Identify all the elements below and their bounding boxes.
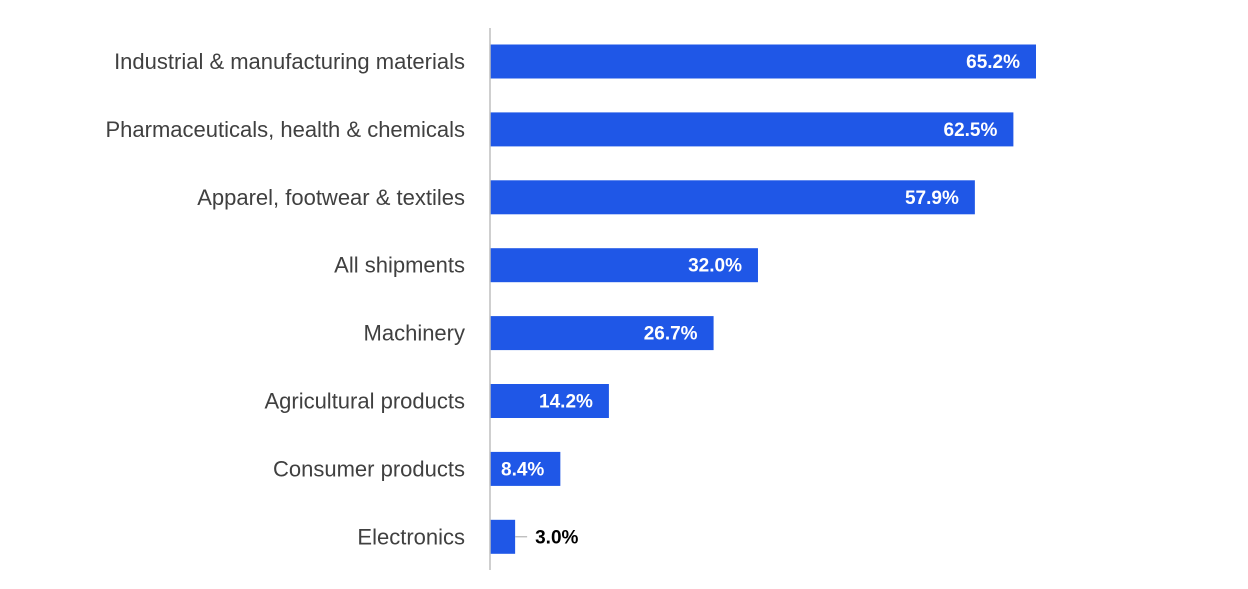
bar [490, 112, 1014, 147]
bar [490, 180, 975, 215]
bar [490, 519, 516, 554]
data-label: 62.5% [944, 120, 998, 141]
data-label: 26.7% [644, 324, 698, 345]
category-label: Machinery [364, 321, 465, 346]
bar [490, 248, 758, 283]
bar [490, 44, 1036, 79]
category-label: Consumer products [273, 456, 465, 481]
data-label: 57.9% [905, 188, 959, 209]
category-label: Pharmaceuticals, health & chemicals [106, 117, 466, 142]
data-label: 3.0% [535, 527, 578, 548]
category-label: All shipments [334, 253, 465, 278]
data-label: 65.2% [966, 52, 1020, 73]
bar [490, 451, 561, 486]
bar [490, 384, 609, 418]
data-label: 32.0% [688, 256, 742, 277]
bar [490, 316, 714, 351]
category-label: Agricultural products [264, 389, 465, 414]
category-label: Electronics [357, 524, 465, 549]
category-label: Apparel, footwear & textiles [197, 185, 465, 210]
data-label: 14.2% [539, 392, 593, 413]
data-label: 8.4% [501, 459, 544, 480]
category-label: Industrial & manufacturing materials [114, 49, 465, 74]
